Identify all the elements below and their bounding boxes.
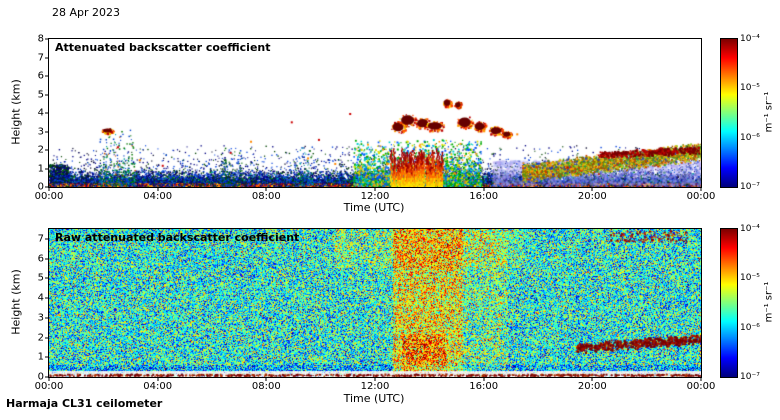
colorbar-tick-label: 10⁻⁴ <box>740 34 760 44</box>
x-tick-label: 16:00 <box>469 191 499 202</box>
x-tick-label: 16:00 <box>469 381 499 392</box>
x-tick-label: 00:00 <box>34 191 64 202</box>
x-tick-label: 20:00 <box>577 191 607 202</box>
colorbar-tick-label: 10⁻⁶ <box>740 322 760 333</box>
colorbar-tick-label: 10⁻⁷ <box>740 182 760 192</box>
y-tick-label: 0 <box>37 371 44 383</box>
colorbar-tick-label: 10⁻⁶ <box>740 132 760 143</box>
y-tick-label: 4 <box>37 107 44 119</box>
y-tick-label: 5 <box>37 272 44 284</box>
y-tick-label: 3 <box>37 126 44 137</box>
colorbar-tick-label: 10⁻⁵ <box>740 83 760 94</box>
x-tick-label: 00:00 <box>34 381 64 392</box>
colorbar-tick-label: 10⁻⁴ <box>740 224 760 234</box>
raw-colorbar-unit-label: m⁻¹ sr⁻¹ <box>763 281 775 323</box>
y-tick-label: 5 <box>37 89 44 100</box>
colorbar-tick-label: 10⁻⁷ <box>740 372 760 382</box>
x-tick-label: 20:00 <box>577 381 607 392</box>
y-tick-label: 2 <box>37 332 44 344</box>
x-tick-label: 00:00 <box>686 191 716 202</box>
attenuated-colorbar-canvas <box>721 39 737 187</box>
y-tick-label: 0 <box>37 181 44 193</box>
y-tick-label: 7 <box>37 52 44 63</box>
x-tick-label: 12:00 <box>360 381 390 392</box>
raw-x-axis-label: Time (UTC) <box>343 392 405 405</box>
y-tick-label: 1 <box>37 351 44 363</box>
attenuated-backscatter-plot: Attenuated backscatter coefficient 0 1 2 3 4… <box>35 34 716 203</box>
attenuated-plot-title: Attenuated backscatter coefficient <box>55 41 271 54</box>
y-tick-label: 8 <box>37 33 44 45</box>
date-label: 28 Apr 2023 <box>52 6 121 19</box>
instrument-label: Harmaja CL31 ceilometer <box>6 397 163 410</box>
x-tick-label: 12:00 <box>360 191 390 202</box>
x-tick-label: 00:00 <box>686 381 716 392</box>
y-tick-label: 6 <box>37 253 44 265</box>
y-tick-label: 1 <box>37 163 44 174</box>
x-tick-label: 08:00 <box>251 191 281 202</box>
raw-colorbar-canvas <box>721 229 737 377</box>
x-tick-label: 04:00 <box>143 191 173 202</box>
attenuated-x-axis-label: Time (UTC) <box>343 201 405 214</box>
raw-backscatter-heatmap-canvas <box>49 229 701 377</box>
y-tick-label: 3 <box>37 312 44 324</box>
x-tick-label: 08:00 <box>251 381 281 392</box>
colorbar-tick-label: 10⁻⁵ <box>740 273 760 284</box>
attenuated-y-axis-label: Height (km) <box>9 79 23 145</box>
x-tick-label: 04:00 <box>143 381 173 392</box>
attenuated-colorbar-unit-label: m⁻¹ sr⁻¹ <box>763 91 775 133</box>
y-tick-label: 2 <box>37 144 44 156</box>
raw-backscatter-plot: Raw attenuated backscatter coefficient 0… <box>35 228 715 392</box>
y-tick-label: 7 <box>37 233 44 245</box>
raw-y-axis-label: Height (km) <box>9 269 23 335</box>
y-tick-label: 6 <box>37 70 44 82</box>
attenuated-colorbar: 10⁻⁴ 10⁻⁵ 10⁻⁶ 10⁻⁷ <box>720 34 760 192</box>
raw-colorbar: 10⁻⁴ 10⁻⁵ 10⁻⁶ 10⁻⁷ <box>720 224 760 382</box>
raw-plot-title: Raw attenuated backscatter coefficient <box>55 231 300 244</box>
attenuated-backscatter-heatmap-canvas <box>49 39 701 187</box>
y-tick-label: 4 <box>37 292 44 304</box>
